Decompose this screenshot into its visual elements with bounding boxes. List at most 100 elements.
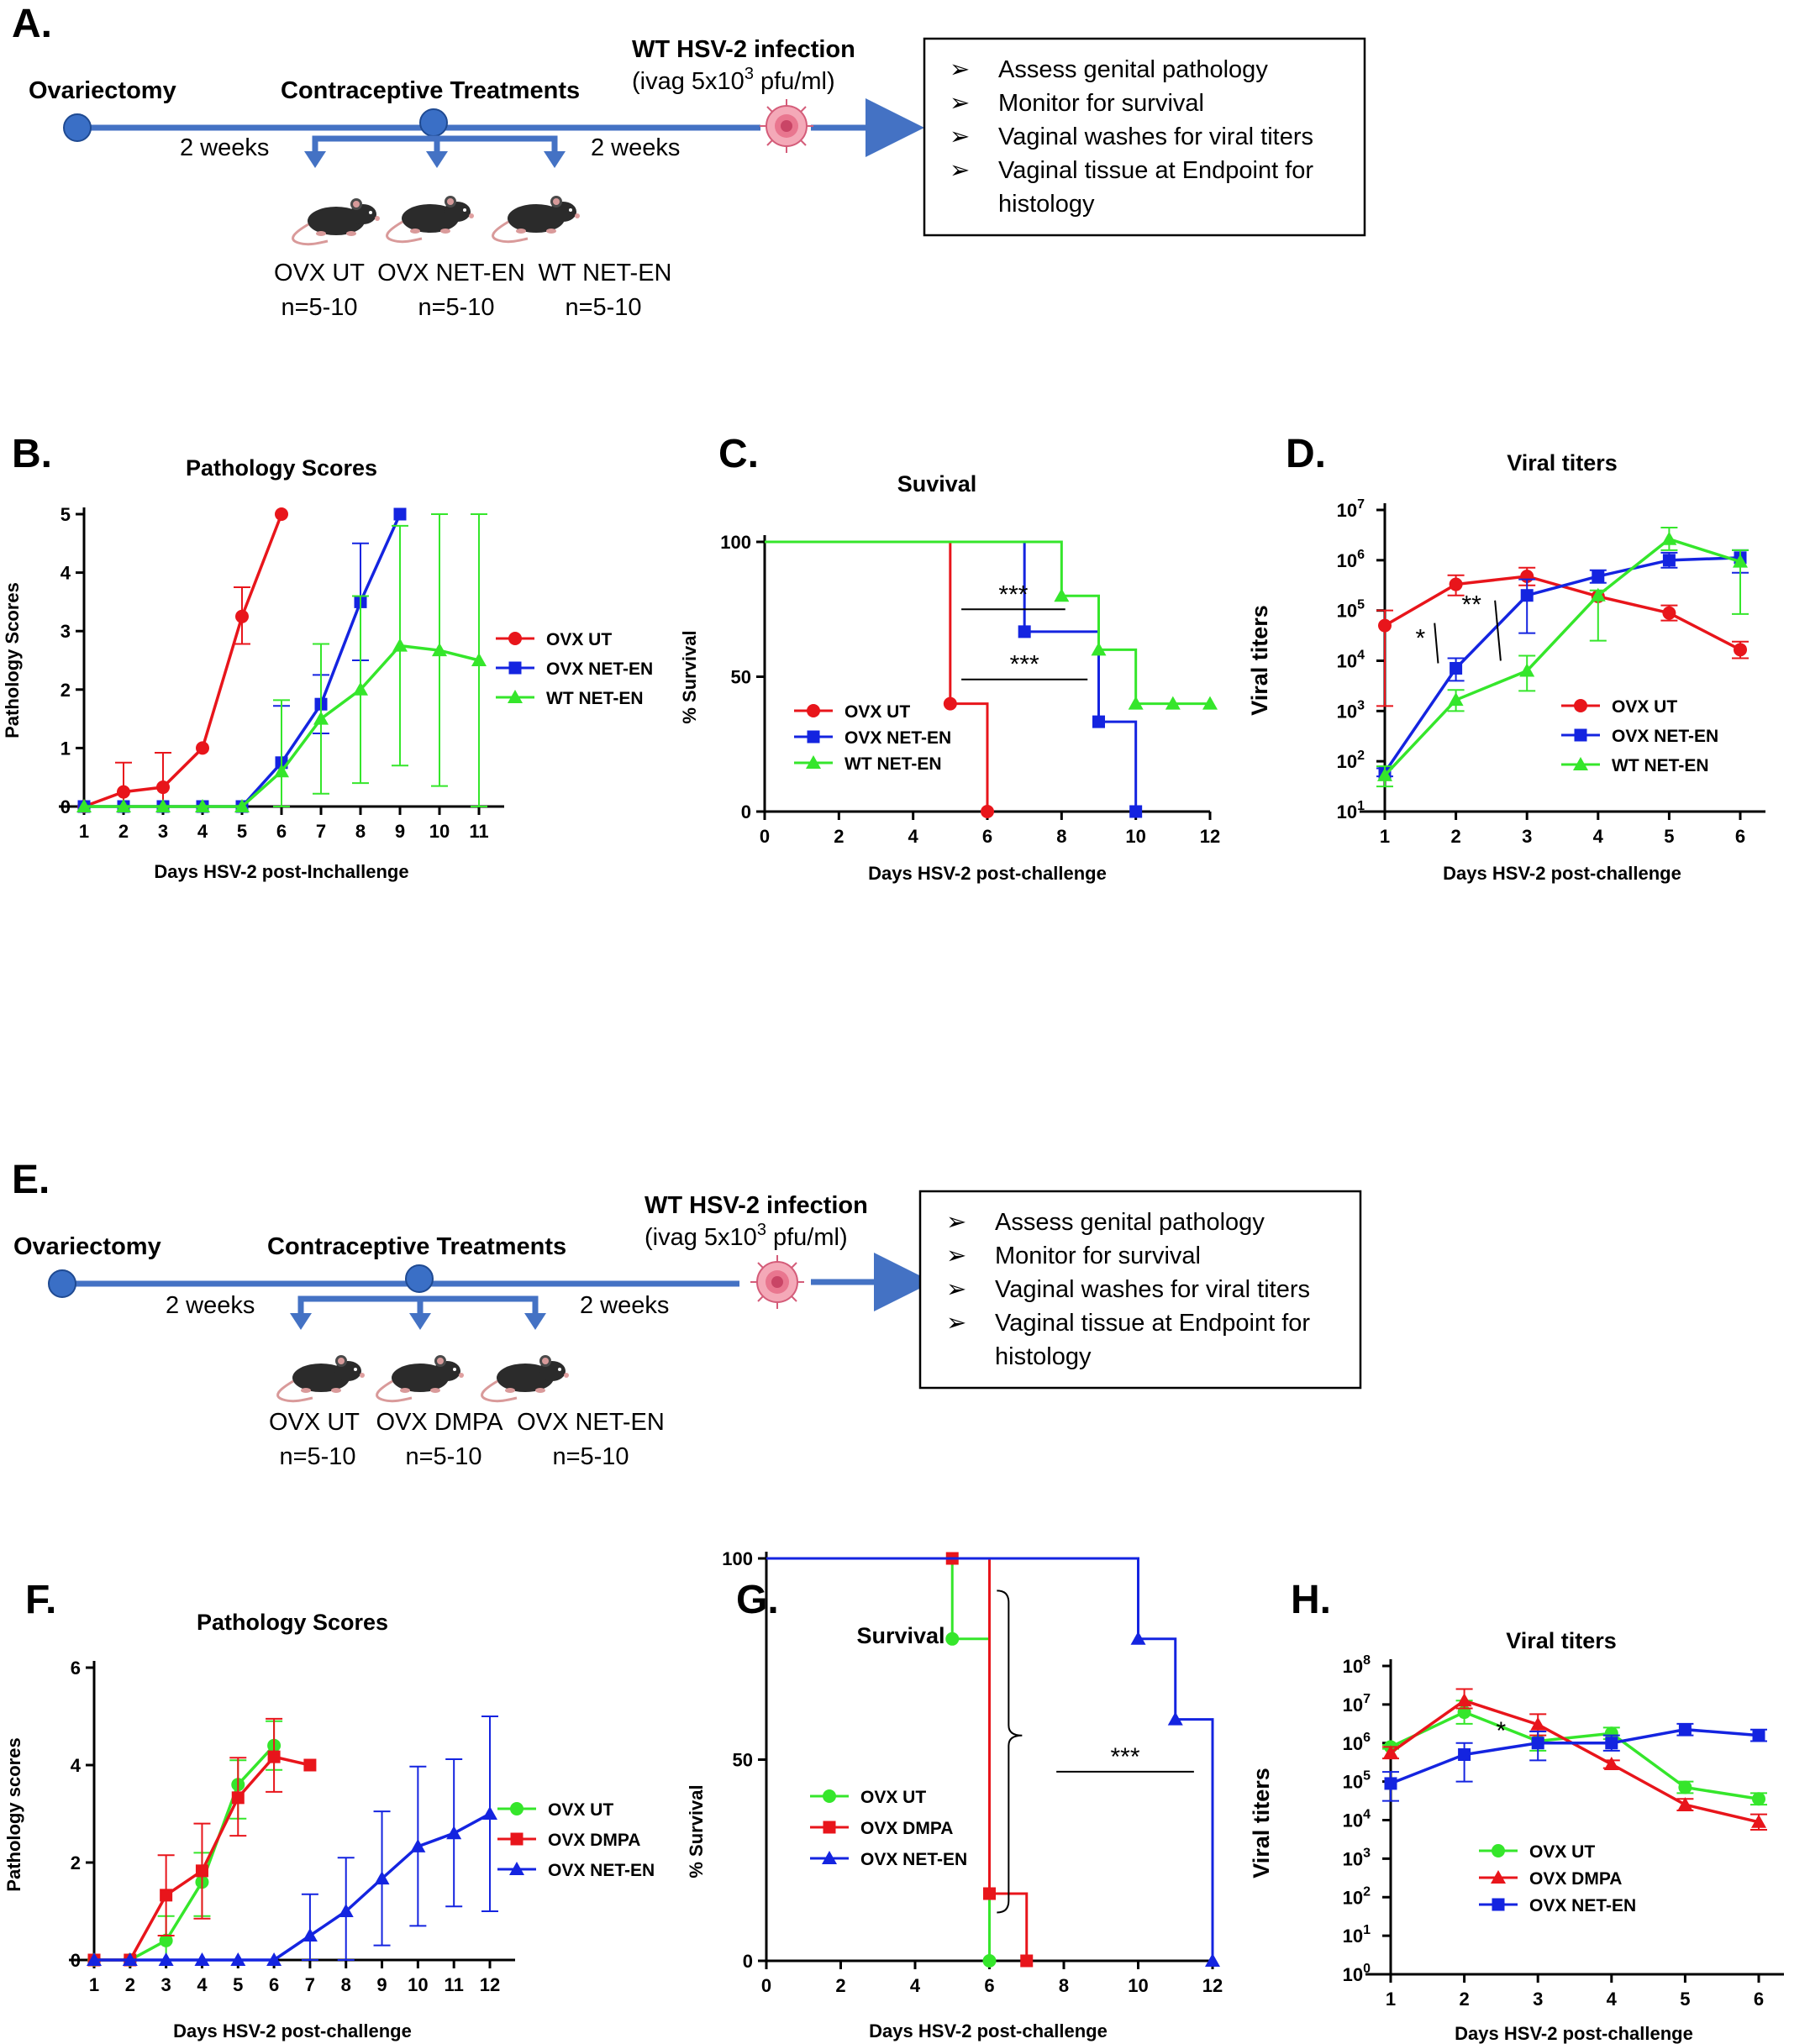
data-point (1128, 696, 1144, 710)
x-tick-label: 4 (908, 826, 919, 847)
x-tick-label: 9 (395, 821, 405, 842)
legend-marker (508, 690, 523, 703)
infection-title: WT HSV-2 infection (645, 1192, 868, 1219)
panel-letter: D. (1286, 432, 1326, 476)
data-point (982, 1954, 997, 1968)
data-point (1752, 1729, 1765, 1742)
legend-marker (1492, 1898, 1505, 1911)
group-n: n=5-10 (565, 294, 641, 321)
data-point (1165, 696, 1181, 710)
data-point (1456, 1693, 1472, 1707)
x-tick-label: 5 (1664, 826, 1674, 847)
y-tick-label: 5 (61, 504, 71, 525)
x-tick-label: 5 (237, 821, 247, 842)
x-tick-label: 6 (1754, 1989, 1764, 2010)
data-point (76, 799, 92, 812)
bullet-arrow-icon: ➢ (950, 123, 970, 150)
data-point (235, 609, 249, 623)
y-tick-label: 102 (1337, 749, 1365, 772)
data-point (234, 799, 250, 812)
series-line (94, 1744, 276, 1962)
data-point (1605, 1737, 1618, 1750)
schematic-a: A. Ovariectomy Contraceptive Treatments … (12, 2, 1366, 321)
x-tick-label: 0 (760, 826, 770, 847)
data-point (471, 653, 487, 666)
schematic-e: E. Ovariectomy Contraceptive Treatments … (12, 1158, 1362, 1470)
x-tick-label: 8 (1059, 1975, 1069, 1996)
bullet-arrow-icon: ➢ (950, 90, 970, 117)
charts-layer: B. Pathology Scores Days HSV-2 post-Inchal… (2, 432, 1784, 2044)
x-tick-label: 12 (480, 1974, 500, 1995)
significance-label: * (1497, 1717, 1507, 1745)
data-point (1603, 1756, 1619, 1770)
bullet-arrow-icon: ➢ (950, 56, 970, 83)
treatment-dot (405, 1264, 434, 1293)
group-labels-a: OVX UT n=5-10 OVX NET-EN n=5-10 WT NET-E… (274, 260, 671, 321)
series-ovx-net-en (766, 1557, 1220, 1967)
data-point (1662, 606, 1676, 620)
chart-c: C. Suvival Days HSV-2 post-challenge % Surv… (679, 432, 1220, 884)
x-tick-label: 6 (276, 821, 287, 842)
y-tick-label: 105 (1337, 598, 1365, 622)
data-point (374, 1871, 390, 1885)
y-tick-label: 107 (1343, 1692, 1371, 1716)
legend-label: OVX NET-EN (860, 1850, 967, 1869)
y-tick-label: 100 (722, 1548, 753, 1569)
x-tick-label: 10 (429, 821, 450, 842)
y-tick-label: 0 (71, 1950, 81, 1971)
legend-marker (1574, 699, 1587, 712)
x-tick-label: 11 (445, 1974, 464, 1995)
y-tick-label: 2 (61, 680, 71, 701)
legend-label: OVX NET-EN (546, 659, 653, 679)
x-tick-label: 12 (1202, 1975, 1223, 1996)
significance-label: ** (1462, 591, 1482, 619)
data-point (159, 1933, 173, 1947)
data-point (1677, 1797, 1693, 1811)
group-name: OVX UT (269, 1409, 360, 1436)
mouse-icon (492, 194, 581, 244)
x-tick-label: 8 (1056, 826, 1066, 847)
legend-label: OVX UT (546, 630, 612, 649)
contraceptive-label: Contraceptive Treatments (267, 1233, 566, 1260)
survival-line (766, 1557, 1029, 1961)
data-point (196, 741, 209, 755)
data-point (1449, 577, 1463, 591)
chart-title: Suvival (897, 471, 977, 497)
data-point (122, 1952, 138, 1966)
data-point (393, 507, 407, 521)
endpoint-item: histology (998, 191, 1095, 218)
y-tick-label: 3 (61, 621, 71, 642)
panel-letter: B. (12, 432, 52, 476)
x-tick-label: 4 (1593, 826, 1604, 847)
brace-bracket (997, 1589, 1023, 1914)
infection-dose: (ivag 5x103 pfu/ml) (632, 65, 835, 95)
legend-label: OVX NET-EN (548, 1861, 655, 1880)
data-point (983, 1887, 996, 1900)
data-point (1020, 1954, 1034, 1968)
data-point (156, 780, 170, 795)
legend-marker (807, 730, 820, 744)
panel-letter: H. (1291, 1578, 1331, 1622)
panel-letter: F. (25, 1578, 56, 1622)
series-ovx-ut (77, 507, 288, 813)
x-tick-label: 2 (834, 826, 844, 847)
endpoints-box (918, 1190, 1362, 1390)
data-point (446, 1826, 462, 1840)
group-name: OVX NET-EN (377, 260, 525, 286)
significance-bar (1494, 600, 1502, 661)
data-point (1520, 589, 1534, 602)
data-point (1733, 554, 1748, 568)
series-wt-net-en (76, 513, 487, 812)
series-ovx-dmpa (766, 1552, 1034, 1968)
data-point (302, 1928, 318, 1942)
series-wt-net-en (765, 540, 1218, 710)
data-point (230, 1952, 246, 1966)
x-tick-label: 0 (761, 1975, 771, 1996)
y-axis-label: Pathology scores (3, 1737, 24, 1891)
chart-d: D. Viral titers Days HSV-2 post-challenge V… (1247, 432, 1765, 884)
x-tick-label: 10 (408, 1974, 428, 1995)
endpoints-list-e: ➢ Assess genital pathology ➢ Monitor for… (946, 1209, 1310, 1370)
series-ovx-ut (765, 540, 994, 818)
x-tick-label: 2 (118, 821, 129, 842)
legend-label: OVX NET-EN (844, 728, 951, 748)
